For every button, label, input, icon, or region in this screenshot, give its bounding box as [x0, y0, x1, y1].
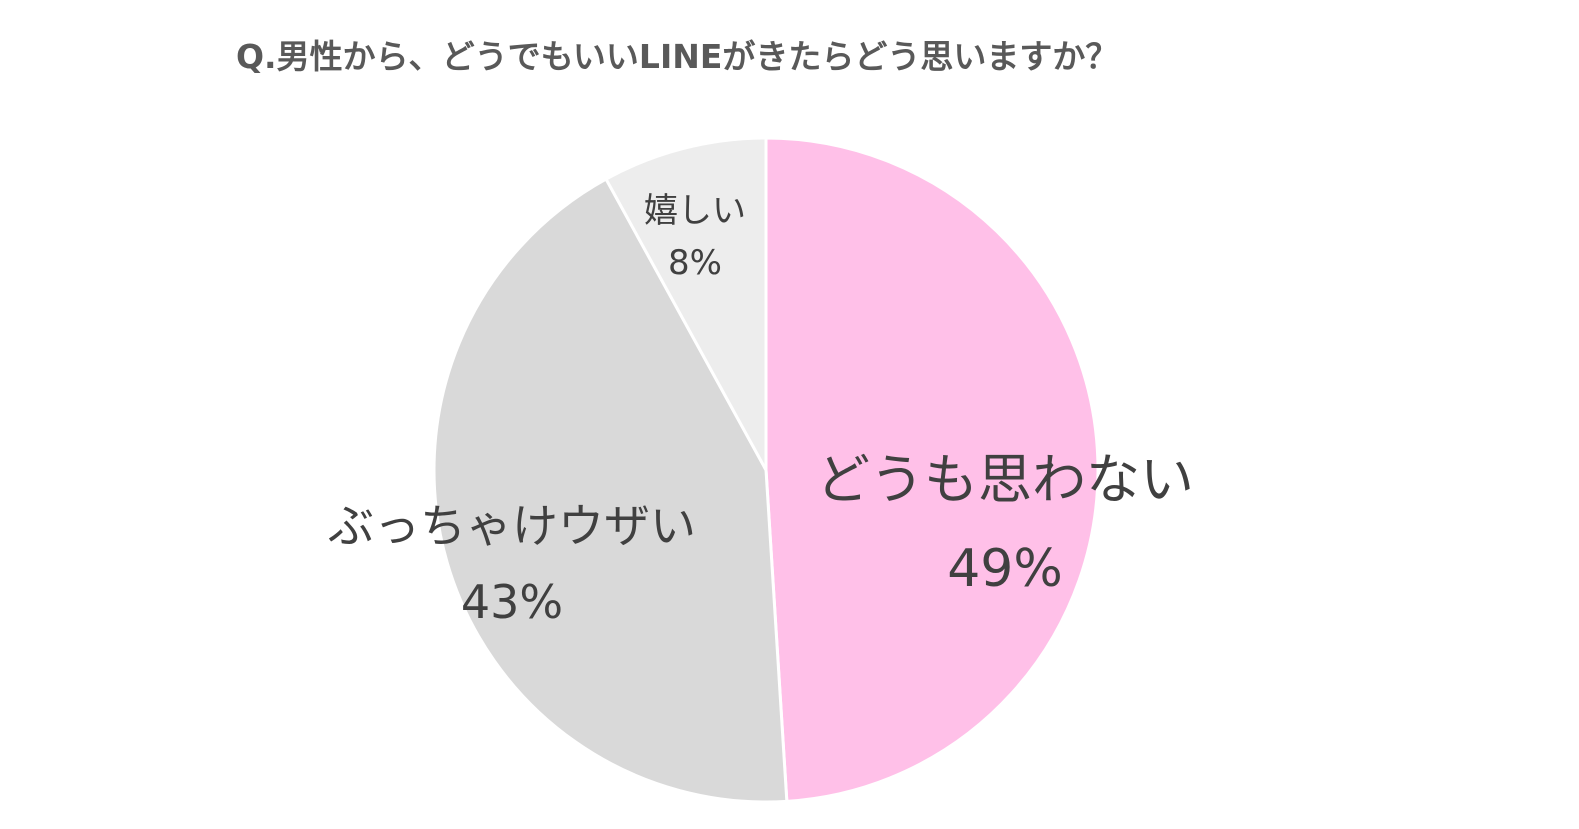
slice-category-label-2: ぶっちゃけウザい [328, 499, 696, 553]
pie-slice-3 [604, 136, 768, 472]
slice-value-label-2: 43% [461, 575, 563, 629]
pie-labels: どうも思わない 49% ぶっちゃけウザい 43% 嬉しい 8% [328, 191, 1194, 629]
slice-category-label-1: どうも思わない [816, 448, 1194, 511]
slice-value-label-3: 8% [668, 243, 722, 283]
pie-slice-2 [432, 177, 789, 804]
pie-slices [432, 136, 1100, 804]
chart-title: Q.男性から、どうでもいいLINEがきたらどう思いますか？ [236, 37, 1119, 76]
slice-category-label-3: 嬉しい [644, 191, 746, 231]
slice-value-label-1: 49% [947, 539, 1063, 599]
pie-slice-1 [764, 136, 1100, 803]
